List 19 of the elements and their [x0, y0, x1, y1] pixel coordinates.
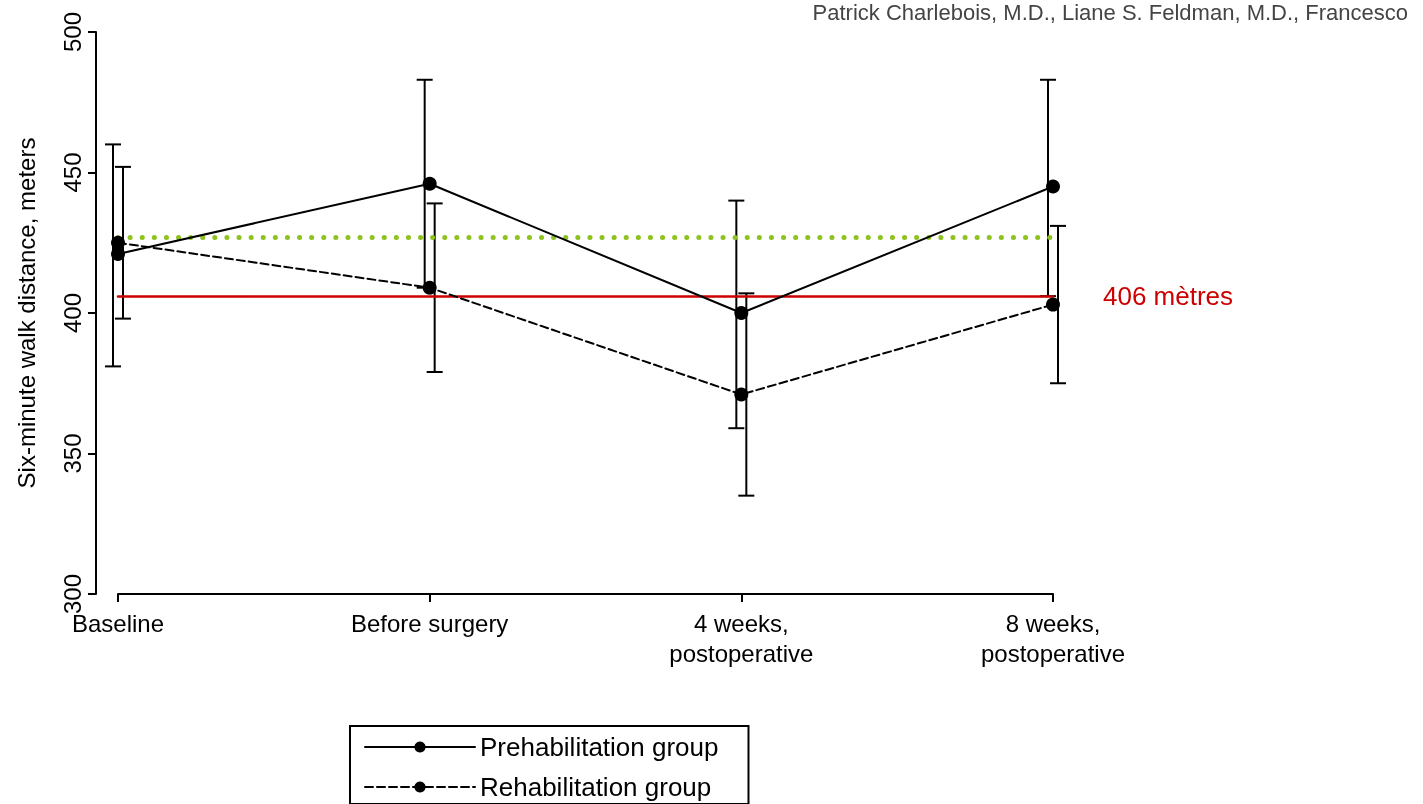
legend-label: Prehabilitation group: [480, 732, 719, 762]
point: [111, 235, 125, 250]
point: [734, 306, 749, 320]
ref-line-label: 406 mètres: [1103, 281, 1234, 312]
y-tick-label: 450: [58, 152, 86, 193]
text: Patrick Charlebois, M.D., Liane S. Feldman, M.D., Francesco: [812, 0, 1409, 25]
legend-label: Rehabilitation group: [480, 772, 712, 802]
y-tick-label: 500: [58, 11, 86, 53]
y-tick-label: 350: [58, 433, 86, 474]
y-tick-label: 400: [58, 292, 86, 334]
point: [1046, 297, 1060, 312]
point: [734, 387, 749, 402]
x-tick-label: Before surgery: [350, 609, 509, 637]
point: [422, 176, 437, 191]
y-axis-title: Six-minute walk distance, meters: [12, 137, 40, 489]
point: [422, 280, 437, 295]
point: [1046, 179, 1060, 194]
x-tick-label: 8 weeks, postoperative: [980, 609, 1126, 667]
x-tick-label: 4 weeks, postoperative: [669, 609, 814, 667]
